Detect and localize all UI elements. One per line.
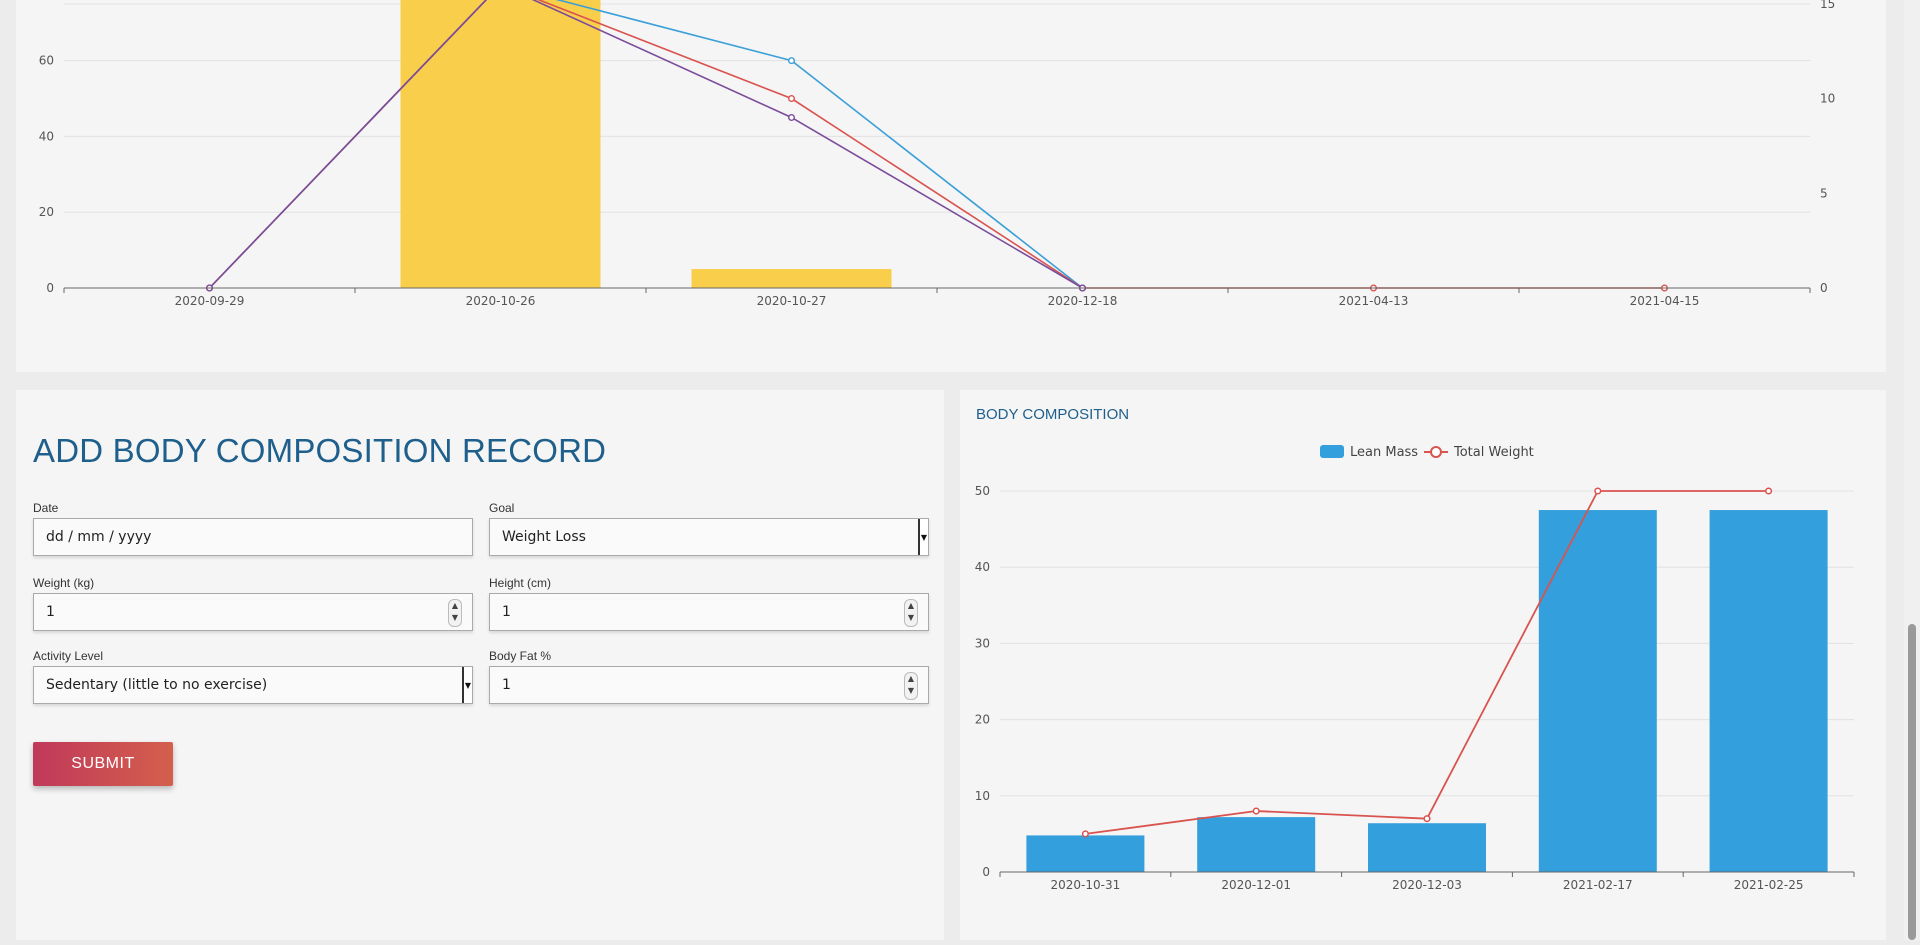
height-spinner-icon[interactable]: ▲ ▼	[904, 599, 918, 627]
bodyfat-value: 1	[502, 677, 511, 693]
total-weight-point	[1081, 830, 1089, 838]
height-value: 1	[502, 604, 511, 620]
activity-label: Activity Level	[33, 649, 104, 663]
date-field-group: Date dd / mm / yyyy	[33, 501, 473, 556]
legend-label-lean-mass: Lean Mass	[1350, 445, 1418, 460]
y-tick-label: 40	[39, 129, 54, 143]
weight-spinner-icon[interactable]: ▲ ▼	[448, 599, 462, 627]
top-series-point	[788, 57, 796, 65]
top-bar	[400, 0, 601, 288]
height-field-group: Height (cm) 1 ▲ ▼	[489, 576, 929, 631]
y2-tick-label: 10	[1820, 92, 1835, 106]
x-tick-label: 2021-04-13	[1339, 294, 1409, 308]
top-series-point	[788, 95, 796, 103]
body-composition-chart: Lean Mass Total Weight 0 10 20 30 40 50 2020-10-…	[975, 445, 1855, 892]
legend-label-total-weight: Total Weight	[1453, 445, 1534, 460]
lean-mass-bar	[1197, 817, 1316, 872]
goal-value: Weight Loss	[502, 529, 586, 545]
weight-field-group: Weight (kg) 1 ▲ ▼	[33, 576, 473, 631]
x-tick-label: 2020-12-01	[1221, 878, 1291, 892]
y2-tick-label: 0	[1820, 281, 1828, 295]
top-series-point	[788, 113, 796, 121]
y-tick-label: 20	[975, 713, 990, 727]
activity-select[interactable]: Sedentary (little to no exercise) ▼	[33, 666, 473, 704]
activity-field-group: Activity Level Sedentary (little to no e…	[33, 649, 473, 704]
date-input[interactable]: dd / mm / yyyy	[33, 518, 473, 556]
x-tick-label: 2021-02-17	[1563, 878, 1633, 892]
x-tick-label: 2021-04-15	[1630, 294, 1700, 308]
legend-marker-total-weight	[1430, 446, 1442, 458]
total-weight-point	[1594, 487, 1602, 495]
date-placeholder: dd / mm / yyyy	[46, 529, 152, 545]
weight-input[interactable]: 1 ▲ ▼	[33, 593, 473, 631]
x-tick-label: 2021-02-25	[1734, 878, 1804, 892]
scrollbar-thumb[interactable]	[1908, 624, 1916, 940]
top-series-line	[208, 0, 1083, 289]
lean-mass-bar	[1709, 510, 1828, 872]
x-tick-label: 2020-10-26	[466, 294, 536, 308]
chevron-down-icon[interactable]: ▼	[918, 519, 928, 555]
top-chart-panel: 0 20 40 60 0 5 10 15 2020-09-29 2020-10-26 2020-10…	[16, 0, 1886, 372]
x-tick-label: 2020-12-18	[1048, 294, 1118, 308]
x-tick-label: 2020-10-27	[757, 294, 827, 308]
height-input[interactable]: 1 ▲ ▼	[489, 593, 929, 631]
x-tick-label: 2020-10-31	[1051, 878, 1121, 892]
activity-value: Sedentary (little to no exercise)	[46, 677, 268, 693]
lean-mass-bar	[1538, 510, 1657, 872]
goal-field-group: Goal Weight Loss ▼	[489, 501, 929, 556]
bodyfat-spinner-icon[interactable]: ▲ ▼	[904, 672, 918, 700]
y-tick-label: 50	[975, 484, 990, 498]
x-tick-label: 2020-09-29	[175, 294, 245, 308]
y2-tick-label: 15	[1820, 0, 1835, 11]
y-tick-label: 0	[46, 281, 54, 295]
y-tick-label: 30	[975, 636, 990, 650]
total-weight-point	[1423, 815, 1431, 823]
total-weight-line	[1085, 490, 1769, 835]
page-scrollbar[interactable]	[1904, 0, 1920, 940]
date-label: Date	[33, 501, 59, 515]
bodyfat-label: Body Fat %	[489, 649, 552, 663]
y-tick-label: 60	[39, 54, 54, 68]
y-tick-label: 20	[39, 205, 54, 219]
top-chart: 0 20 40 60 0 5 10 15 2020-09-29 2020-10-26 2020-10…	[39, 0, 1835, 308]
y-tick-label: 10	[975, 789, 990, 803]
legend-swatch-lean-mass	[1320, 445, 1344, 458]
bodyfat-field-group: Body Fat % 1 ▲ ▼	[489, 649, 929, 704]
chevron-down-icon[interactable]: ▼	[462, 667, 472, 703]
submit-button[interactable]: SUBMIT	[33, 742, 173, 786]
chart-title: BODY COMPOSITION	[976, 406, 1130, 423]
total-weight-point	[1765, 487, 1773, 495]
weight-value: 1	[46, 604, 55, 620]
y2-tick-label: 5	[1820, 186, 1828, 200]
top-bar	[691, 269, 892, 288]
y-tick-label: 40	[975, 560, 990, 574]
x-tick-label: 2020-12-03	[1392, 878, 1462, 892]
body-composition-panel: BODY COMPOSITION Lean Mass Total Weight 0 1…	[960, 390, 1886, 940]
lean-mass-bar	[1026, 835, 1145, 872]
y-tick-label: 0	[982, 865, 990, 879]
total-weight-point	[1252, 807, 1260, 815]
lean-mass-bar	[1368, 823, 1486, 872]
add-record-form: ADD BODY COMPOSITION RECORD Date dd / mm…	[16, 390, 944, 940]
top-series-line	[208, 0, 1083, 289]
bodyfat-input[interactable]: 1 ▲ ▼	[489, 666, 929, 704]
weight-label: Weight (kg)	[33, 576, 95, 590]
height-label: Height (cm)	[489, 576, 552, 590]
form-title: ADD BODY COMPOSITION RECORD	[33, 432, 607, 469]
goal-select[interactable]: Weight Loss ▼	[489, 518, 929, 556]
goal-label: Goal	[489, 501, 515, 515]
